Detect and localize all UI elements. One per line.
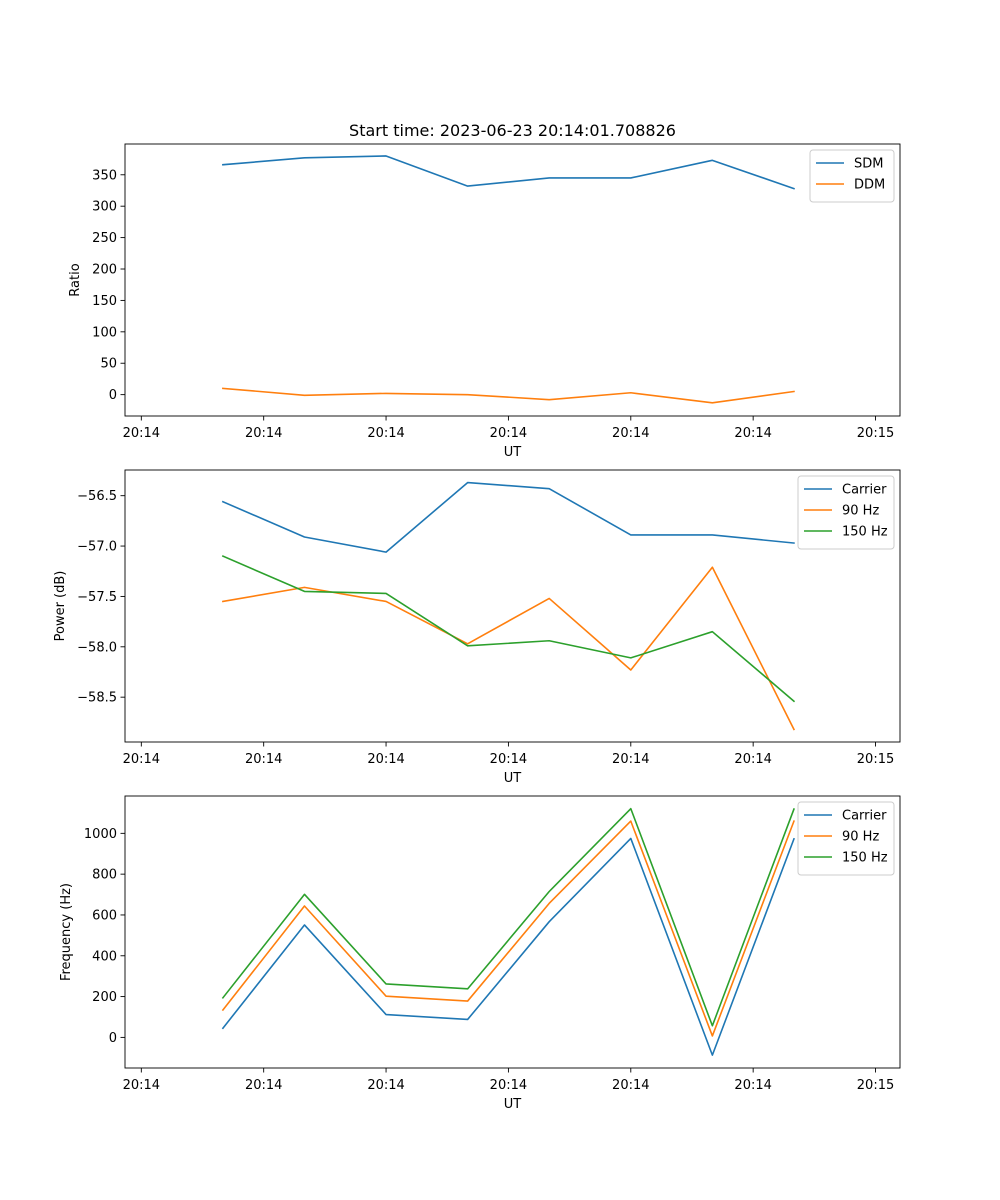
y-tick-label: 150 xyxy=(92,294,117,309)
subplot-1: 20:14 20:14 20:14 20:14 20:14 20:14 20:15 0 50 10… xyxy=(68,143,901,460)
x-tick-label: 20:14 xyxy=(734,426,771,441)
x-tick-label: 20:14 xyxy=(123,426,160,441)
x-tick-label: 20:14 xyxy=(367,1078,404,1093)
subplot-2: 20:14 20:14 20:14 20:14 20:14 20:14 20:15 −58.5… xyxy=(53,469,901,786)
series-line-sdm xyxy=(222,155,795,190)
x-tick-label: 20:14 xyxy=(367,752,404,767)
legend: Carrier 90 Hz 150 Hz xyxy=(797,475,895,550)
x-tick-label: 20:14 xyxy=(367,426,404,441)
x-tick-label: 20:14 xyxy=(490,426,527,441)
x-tick-label: 20:14 xyxy=(245,752,282,767)
legend: Carrier 90 Hz 150 Hz xyxy=(797,801,895,876)
y-tick-label: 100 xyxy=(92,325,117,340)
series-line-ddm xyxy=(222,387,795,404)
series-line-90-hz xyxy=(221,820,795,1037)
series-group xyxy=(222,155,795,404)
y-tick-label: −57.0 xyxy=(77,540,117,555)
subplot-3: 20:14 20:14 20:14 20:14 20:14 20:14 20:15 0 200 4… xyxy=(59,795,901,1112)
x-tick-label: 20:14 xyxy=(245,426,282,441)
y-tick-label: −58.0 xyxy=(77,640,117,655)
plot-panels: 20:14 20:14 20:14 20:14 20:14 20:14 20:15 0 50 10… xyxy=(53,143,901,1112)
legend-entry: Carrier xyxy=(842,809,887,824)
y-tick-label: −58.5 xyxy=(77,691,117,706)
y-tick-label: 0 xyxy=(109,388,117,403)
axes-frame xyxy=(124,469,901,743)
y-tick-label: 400 xyxy=(92,949,117,964)
x-tick-label: 20:14 xyxy=(734,1078,771,1093)
y-tick-label: 200 xyxy=(92,263,117,278)
y-tick-label: 50 xyxy=(100,357,117,372)
x-tick-label: 20:14 xyxy=(490,1078,527,1093)
x-tick-label: 20:15 xyxy=(857,1078,894,1093)
x-tick-label: 20:14 xyxy=(612,752,649,767)
legend-entry: SDM xyxy=(854,157,883,172)
x-tick-label: 20:14 xyxy=(734,752,771,767)
x-tick-label: 20:15 xyxy=(857,426,894,441)
legend-entry: DDM xyxy=(854,178,885,193)
legend-entry: 150 Hz xyxy=(842,851,888,866)
series-line-carrier xyxy=(221,837,795,1056)
y-tick-label: 0 xyxy=(109,1031,117,1046)
series-line-carrier xyxy=(221,481,795,553)
series-line-150-hz xyxy=(221,807,795,1027)
y-tick-label: 800 xyxy=(92,868,117,883)
series-line-90-hz xyxy=(221,566,796,731)
x-tick-label: 20:15 xyxy=(857,752,894,767)
x-axis-label: UT xyxy=(504,771,522,786)
y-axis-label: Ratio xyxy=(68,263,83,296)
series-group xyxy=(221,481,796,731)
x-tick-label: 20:14 xyxy=(612,1078,649,1093)
x-tick-label: 20:14 xyxy=(123,1078,160,1093)
series-line-150-hz xyxy=(221,555,796,703)
legend-entry: 90 Hz xyxy=(842,830,879,845)
y-tick-label: 1000 xyxy=(84,827,117,842)
figure-title: Start time: 2023-06-23 20:14:01.708826 xyxy=(349,121,676,140)
legend-entry: 150 Hz xyxy=(842,525,888,540)
legend-entry: Carrier xyxy=(842,483,887,498)
y-axis-label: Frequency (Hz) xyxy=(59,883,74,981)
x-axis-label: UT xyxy=(504,445,522,460)
y-axis-label: Power (dB) xyxy=(53,571,68,642)
x-tick-label: 20:14 xyxy=(245,1078,282,1093)
y-tick-label: 200 xyxy=(92,990,117,1005)
x-tick-label: 20:14 xyxy=(123,752,160,767)
y-tick-label: −56.5 xyxy=(77,489,117,504)
y-tick-label: 250 xyxy=(92,231,117,246)
y-tick-label: 600 xyxy=(92,908,117,923)
series-group xyxy=(221,807,795,1056)
x-tick-label: 20:14 xyxy=(612,426,649,441)
x-axis-label: UT xyxy=(504,1097,522,1112)
y-tick-label: 300 xyxy=(92,200,117,215)
axes-frame xyxy=(124,143,901,417)
legend-entry: 90 Hz xyxy=(842,504,879,519)
x-tick-label: 20:14 xyxy=(490,752,527,767)
y-tick-label: −57.5 xyxy=(77,590,117,605)
y-tick-label: 350 xyxy=(92,168,117,183)
axes-frame xyxy=(124,795,901,1069)
legend: SDM DDM xyxy=(809,149,895,203)
